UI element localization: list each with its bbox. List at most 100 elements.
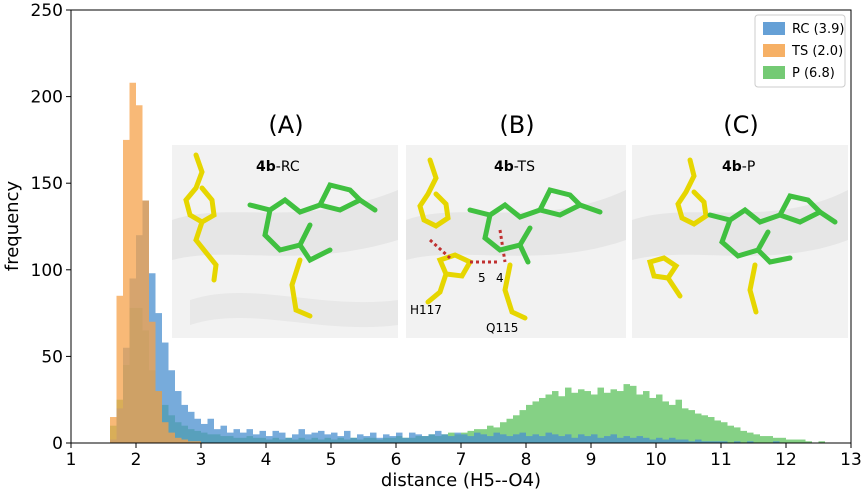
histogram-bar bbox=[337, 436, 344, 443]
y-axis-ticks: 0 50 100 150 200 250 bbox=[31, 1, 71, 454]
histogram-bar bbox=[591, 434, 598, 443]
histogram-bar bbox=[214, 429, 221, 443]
histogram-bar bbox=[441, 434, 448, 443]
histogram-bar bbox=[584, 391, 591, 443]
histogram-bar bbox=[305, 434, 312, 443]
y-tick-label: 150 bbox=[31, 174, 63, 194]
histogram-bar bbox=[623, 436, 630, 443]
histogram-bar bbox=[461, 434, 468, 443]
histogram-bar bbox=[714, 420, 721, 443]
histogram-bar bbox=[123, 139, 130, 443]
histogram-bar bbox=[331, 432, 338, 443]
inset-panel-b: (B) 4b-TS 5 4 H117 bbox=[406, 111, 626, 338]
histogram-bar bbox=[370, 432, 377, 443]
histogram-bar bbox=[571, 437, 578, 443]
histogram-bar bbox=[415, 434, 422, 443]
inset-b-title-rest: -TS bbox=[514, 159, 535, 175]
structure-insets: (A) 4b-RC (B) 4b -TS bbox=[172, 111, 848, 338]
histogram-bar bbox=[779, 437, 786, 443]
histogram-bar bbox=[597, 437, 604, 443]
histogram-bar bbox=[695, 439, 702, 443]
histogram-bar bbox=[636, 436, 643, 443]
histogram-bar bbox=[149, 321, 156, 443]
inset-c-ligand bbox=[707, 193, 838, 265]
histogram-bar bbox=[545, 432, 552, 443]
histogram-bar bbox=[747, 441, 754, 443]
x-tick-label: 13 bbox=[840, 450, 862, 470]
histogram-bar bbox=[175, 437, 182, 443]
inset-c-ribbon bbox=[632, 190, 848, 260]
histogram-bar bbox=[435, 430, 442, 443]
histogram-bar bbox=[142, 200, 149, 443]
inset-letter-a: (A) bbox=[268, 111, 303, 139]
histogram-bar bbox=[623, 384, 630, 443]
inset-b-label-5: 5 bbox=[478, 271, 486, 285]
y-axis-label: frequency bbox=[2, 181, 23, 272]
histogram-bar bbox=[188, 441, 195, 443]
histogram-bar bbox=[175, 391, 182, 443]
inset-a-title-bold: 4b bbox=[256, 159, 276, 175]
histogram-bar bbox=[519, 432, 526, 443]
histogram-bar bbox=[773, 441, 780, 443]
histogram-bar bbox=[526, 404, 533, 443]
y-tick-label: 0 bbox=[52, 434, 63, 454]
histogram-bar bbox=[318, 430, 325, 443]
histogram-bar bbox=[578, 389, 585, 443]
histogram-bar bbox=[610, 389, 617, 443]
legend-label-p: P (6.8) bbox=[792, 66, 835, 81]
histogram-bar bbox=[344, 430, 351, 443]
inset-letter-b: (B) bbox=[499, 111, 534, 139]
histogram-bar bbox=[617, 391, 624, 443]
inset-c-title-rest: -P bbox=[742, 159, 756, 175]
histogram-bar bbox=[279, 432, 286, 443]
histogram-bar bbox=[396, 432, 403, 443]
histogram-bar bbox=[162, 422, 169, 443]
x-tick-label: 9 bbox=[586, 450, 597, 470]
inset-a-ligand bbox=[247, 182, 378, 264]
histogram-bar bbox=[454, 432, 461, 443]
x-tick-label: 6 bbox=[391, 450, 402, 470]
histogram-bar bbox=[597, 387, 604, 443]
histogram-bar bbox=[727, 425, 734, 443]
histogram-bar bbox=[389, 436, 396, 443]
histogram-bar bbox=[467, 436, 474, 443]
inset-b-hbonds bbox=[428, 229, 507, 264]
histogram-bar bbox=[649, 397, 656, 443]
inset-a-title-rest: -RC bbox=[276, 159, 300, 175]
histogram-bar bbox=[675, 439, 682, 443]
histogram-bar bbox=[591, 394, 598, 443]
histogram-bar bbox=[181, 404, 188, 443]
histogram-bar bbox=[792, 439, 799, 443]
legend-swatch-ts bbox=[763, 44, 785, 57]
histogram-bar bbox=[714, 441, 721, 443]
histogram-bar bbox=[617, 437, 624, 443]
histogram-bar bbox=[480, 434, 487, 443]
histogram-bar bbox=[181, 439, 188, 443]
x-tick-label: 2 bbox=[131, 450, 142, 470]
histogram-bar bbox=[500, 434, 507, 443]
histogram-bar bbox=[116, 295, 123, 443]
histogram-bar bbox=[636, 394, 643, 443]
histogram-bar bbox=[194, 418, 201, 443]
histogram-bar bbox=[643, 437, 650, 443]
y-tick-label: 200 bbox=[31, 88, 63, 108]
histogram-bar bbox=[760, 436, 767, 443]
inset-panel-a: (A) 4b-RC bbox=[172, 111, 398, 338]
x-tick-label: 12 bbox=[775, 450, 797, 470]
histogram-bar bbox=[753, 434, 760, 443]
histogram-bar bbox=[662, 439, 669, 443]
histogram-bar bbox=[162, 342, 169, 443]
histogram-bar bbox=[194, 441, 201, 443]
histogram-bar bbox=[799, 439, 806, 443]
x-tick-label: 11 bbox=[710, 450, 732, 470]
histogram-bar bbox=[233, 429, 240, 443]
x-tick-label: 8 bbox=[521, 450, 532, 470]
histogram-bar bbox=[129, 82, 136, 444]
histogram-bar bbox=[669, 437, 676, 443]
histogram-bar bbox=[558, 396, 565, 443]
histogram-bar bbox=[571, 392, 578, 443]
histogram-bar bbox=[630, 385, 637, 443]
histogram-bar bbox=[734, 441, 741, 443]
histogram-bar bbox=[688, 441, 695, 443]
histogram-bar bbox=[747, 432, 754, 443]
